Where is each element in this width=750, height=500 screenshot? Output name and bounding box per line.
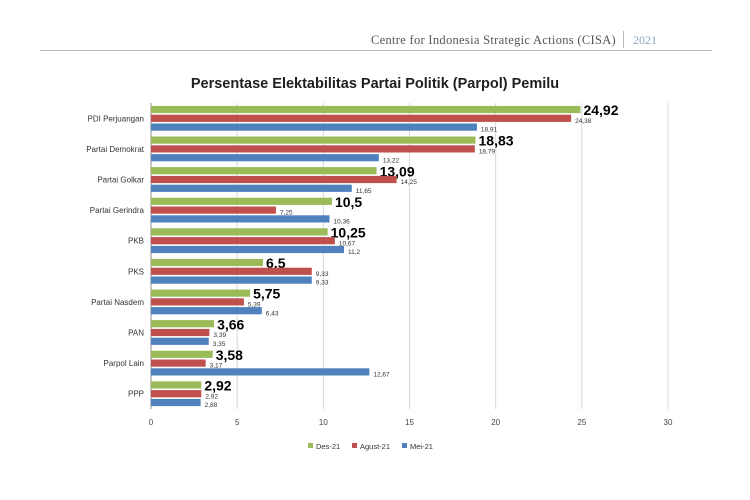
bar-des-21 [151, 105, 581, 114]
legend-swatch [402, 443, 407, 448]
bar-agust-21 [151, 145, 475, 153]
data-label-mei-21: 11,65 [356, 188, 372, 195]
bar-agust-21 [151, 298, 244, 306]
category-label: PAN [128, 329, 144, 338]
bar-mei-21 [151, 215, 330, 223]
data-label-mei-21: 11,2 [348, 249, 361, 256]
data-label-agust-21: 24,38 [575, 118, 592, 125]
data-label-mei-21: 2,88 [205, 402, 218, 409]
category-label: Partai Nasdem [91, 298, 144, 307]
data-label-des21: 10,25 [331, 225, 366, 241]
bar-agust-21 [151, 267, 312, 275]
category-label: PKB [128, 237, 144, 246]
data-label-agust-21: 18,79 [479, 149, 496, 156]
data-label-agust-21: 2,92 [205, 393, 218, 400]
data-label-des21: 3,58 [216, 347, 243, 363]
x-tick-label: 30 [664, 418, 673, 427]
bar-des-21 [151, 320, 215, 328]
bar-agust-21 [151, 237, 335, 245]
bar-mei-21 [151, 337, 209, 345]
bar-des-21 [151, 228, 328, 236]
data-label-mei-21: 18,91 [481, 127, 498, 134]
bar-agust-21 [151, 328, 210, 337]
x-tick-label: 10 [319, 418, 328, 427]
data-label-des21: 18,83 [479, 133, 514, 149]
bar-mei-21 [151, 184, 352, 192]
bar-mei-21 [151, 276, 312, 284]
category-label: Partai Demokrat [86, 145, 145, 154]
legend-label: Des-21 [316, 442, 340, 451]
data-label-des21: 24,92 [583, 102, 618, 118]
data-label-des21: 6,5 [266, 255, 286, 271]
header-bar: Centre for Indonesia Strategic Actions (… [0, 28, 750, 48]
category-label: Parpol Lain [104, 359, 144, 368]
data-label-mei-21: 13,22 [383, 157, 400, 164]
bar-des-21 [151, 167, 377, 175]
data-label-mei-21: 12,67 [373, 372, 390, 379]
data-label-agust-21: 5,39 [248, 302, 261, 309]
data-label-des21: 13,09 [380, 163, 415, 179]
x-tick-label: 25 [577, 418, 586, 427]
bar-agust-21 [151, 175, 397, 184]
data-label-des21: 10,5 [335, 194, 362, 210]
data-label-mei-21: 6,43 [266, 310, 279, 317]
organization-name: Centre for Indonesia Strategic Actions (… [370, 33, 616, 47]
data-label-mei-21: 9,33 [316, 280, 329, 287]
bar-mei-21 [151, 398, 201, 407]
bar-des-21 [151, 136, 476, 144]
bar-agust-21 [151, 206, 276, 214]
data-label-agust-21: 9,33 [316, 271, 329, 278]
category-label: PKS [128, 267, 144, 276]
bar-mei-21 [151, 307, 262, 315]
x-tick-label: 0 [149, 418, 154, 427]
category-label: Partai Gerindra [90, 206, 145, 215]
bar-mei-21 [151, 368, 370, 376]
bar-des-21 [151, 381, 202, 389]
category-label: Partai Golkar [97, 176, 144, 185]
legend-label: Agust-21 [360, 442, 390, 451]
data-label-mei-21: 10,36 [334, 219, 351, 226]
bar-mei-21 [151, 123, 477, 131]
data-label-agust-21: 7,25 [280, 210, 293, 217]
data-label-des21: 5,75 [253, 286, 280, 302]
bar-des-21 [151, 289, 251, 297]
data-label-agust-21: 3,39 [213, 332, 226, 339]
bar-mei-21 [151, 154, 379, 162]
header-divider [40, 50, 712, 51]
data-label-des21: 2,92 [204, 378, 231, 394]
category-label: PPP [128, 390, 144, 399]
category-label: PDI Perjuangan [88, 114, 144, 123]
x-tick-label: 5 [235, 418, 240, 427]
legend-swatch [352, 443, 357, 448]
x-tick-label: 15 [405, 418, 414, 427]
data-label-agust-21: 10,67 [339, 240, 356, 247]
x-tick-label: 20 [491, 418, 500, 427]
bar-mei-21 [151, 245, 345, 254]
data-label-des21: 3,66 [217, 316, 244, 332]
data-label-agust-21: 3,17 [210, 363, 223, 370]
bar-agust-21 [151, 359, 206, 367]
bar-agust-21 [151, 390, 202, 398]
bar-des-21 [151, 258, 264, 267]
data-label-agust-21: 14,25 [401, 179, 418, 186]
legend-label: Mei-21 [410, 442, 433, 451]
header-separator [623, 31, 624, 48]
header-year: 2021 [633, 33, 657, 47]
chart-title: Persentase Elektabilitas Partai Politik … [190, 76, 560, 92]
legend-swatch [308, 443, 313, 448]
bar-agust-21 [151, 114, 572, 122]
bar-des-21 [151, 197, 332, 205]
data-label-mei-21: 3,35 [213, 341, 226, 348]
bar-des-21 [151, 350, 213, 358]
